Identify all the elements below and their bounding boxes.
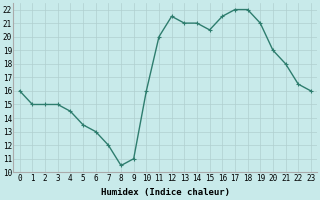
X-axis label: Humidex (Indice chaleur): Humidex (Indice chaleur) (101, 188, 230, 197)
